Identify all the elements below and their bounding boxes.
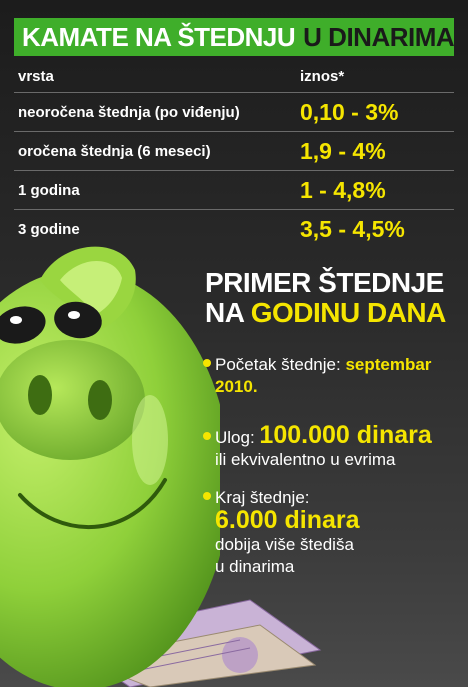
bullet-deposit: Ulog: 100.000 dinara ili ekvivalentno u … [203,421,432,471]
title-bar: KAMATE NA ŠTEDNJU U DINARIMA [14,18,455,56]
bullet-dot-icon [203,492,211,500]
example-title-white: NA [205,297,244,328]
table-row: 1 godina 1 - 4,8% [14,171,454,210]
bullet-end: Kraj štednje: 6.000 dinara dobija više š… [203,487,360,578]
example-title-yellow: GODINU DANA [250,297,447,328]
deposit-label: Ulog: [215,428,255,447]
row-value: 0,10 - 3% [300,98,399,125]
row-value: 1,9 - 4% [300,137,386,164]
deposit-note: ili ekvivalentno u evrima [215,450,396,469]
example-title-line1: PRIMER ŠTEDNJE [205,267,444,298]
start-value: septembar [345,355,432,374]
row-type: 1 godina [18,181,80,199]
end-note-2: u dinarima [215,557,295,576]
deposit-value: 100.000 dinara [259,421,432,449]
interest-table: vrsta iznos* neoročena štednja (po viđen… [14,60,454,248]
start-year: 2010. [215,377,258,396]
bullet-dot-icon [203,432,211,440]
piggy-bank-illustration [0,246,220,687]
column-header-value: iznos* [300,67,345,85]
row-value: 1 - 4,8% [300,176,386,203]
end-note-1: dobija više štediša [215,535,354,554]
bullet-dot-icon [203,359,211,367]
row-type: neoročena štednja (po viđenju) [18,103,240,121]
page-title: KAMATE NA ŠTEDNJU U DINARIMA [22,21,455,52]
column-header-type: vrsta [18,67,54,85]
start-label: Početak štednje: [215,355,341,374]
table-row: neoročena štednja (po viđenju) 0,10 - 3% [14,93,454,132]
table-row: oročena štednja (6 meseci) 1,9 - 4% [14,132,454,171]
row-type: oročena štednja (6 meseci) [18,142,211,160]
example-title: PRIMER ŠTEDNJE NA GODINU DANA [205,268,446,328]
row-value: 3,5 - 4,5% [300,215,405,242]
title-accent: U DINARIMA [303,21,455,52]
end-label: Kraj štednje: [215,488,310,507]
row-type: 3 godine [18,220,80,238]
example-title-line2: NA GODINU DANA [205,298,446,328]
table-header: vrsta iznos* [14,60,454,93]
bullet-start: Početak štednje: septembar 2010. [203,354,431,398]
table-row: 3 godine 3,5 - 4,5% [14,210,454,248]
end-value: 6.000 dinara [215,506,360,534]
